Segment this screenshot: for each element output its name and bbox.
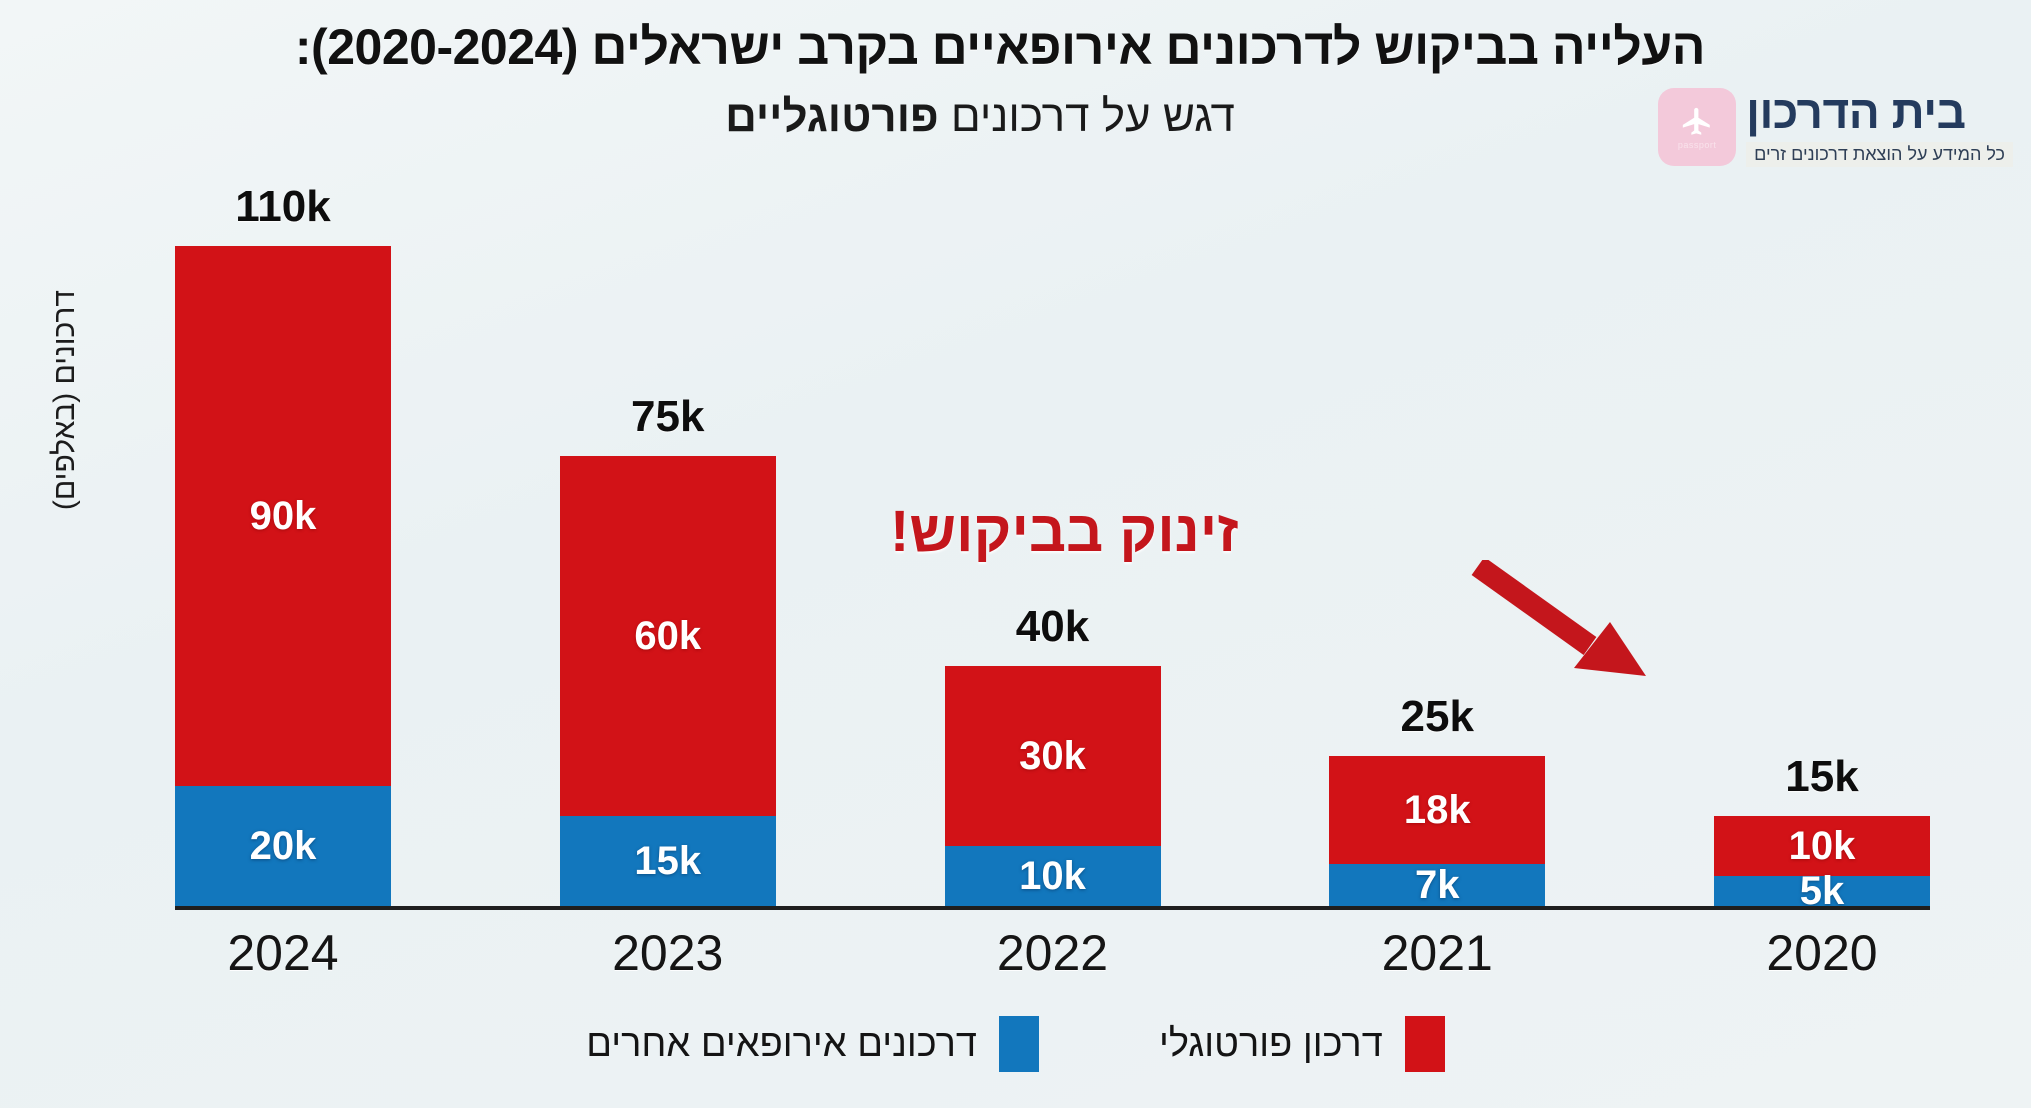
bar-stack: 60k 15k	[559, 456, 776, 906]
brand-logo[interactable]: passport בית הדרכון כל המידע על הוצאת דר…	[1658, 86, 2013, 168]
airplane-icon	[1682, 107, 1710, 135]
bar-segment-other-european[interactable]: 20k	[175, 786, 391, 906]
x-axis-label-2022: 2022	[996, 925, 1109, 981]
bar-segment-other-european[interactable]: 7k	[1329, 863, 1546, 907]
bar-segment-portuguese[interactable]: 60k	[559, 456, 776, 816]
plot-region: 15k 10k 5k 25k 18k 7k 40k 30k 10k 75k 60k 15k 110k 90…	[175, 182, 1930, 913]
x-axis-line	[175, 906, 1930, 910]
chart-area: דרכונים (באלפים) 15k 10k 5k 25k 18k 7k 40k 30k 1…	[0, 182, 2031, 990]
legend-item-other-european[interactable]: דרכונים אירופאים אחרים	[586, 1016, 1039, 1072]
x-axis-label-2023: 2023	[612, 925, 724, 981]
subtitle-strong: פורטוגליים	[725, 92, 939, 141]
bar-total-label: 15k	[1785, 752, 1859, 801]
page-title: העלייה בביקוש לדרכונים אירופאיים בקרב יש…	[294, 19, 1706, 75]
bar-total-label: 40k	[1015, 602, 1090, 651]
page-subtitle: דגש על דרכונים פורטוגליים	[0, 92, 1960, 142]
bar-2021[interactable]: 25k 18k 7k	[1329, 246, 1546, 907]
bar-2024[interactable]: 110k 90k 20k	[175, 182, 391, 906]
bar-segment-other-european[interactable]: 5k	[1714, 869, 1930, 913]
chart-legend: דרכון פורטוגלי דרכונים אירופאים אחרים	[0, 1016, 2031, 1072]
bar-total-label: 110k	[235, 182, 331, 231]
legend-swatch	[998, 1016, 1039, 1072]
legend-label: דרכון פורטוגלי	[1158, 1022, 1383, 1065]
x-axis-label-2021: 2021	[1381, 925, 1493, 981]
logo-name: בית הדרכון	[1746, 86, 1966, 138]
x-axis-label-2020: 2020	[1766, 925, 1878, 981]
bar-stack: 10k 5k	[1714, 816, 1930, 913]
logo-tagline: כל המידע על הוצאת דרכונים זרים	[1746, 142, 2013, 168]
x-axis-label-2024: 2024	[227, 925, 339, 981]
bar-segment-portuguese[interactable]: 30k	[944, 666, 1161, 846]
header: העלייה בביקוש לדרכונים אירופאיים בקרב יש…	[0, 0, 2031, 200]
legend-item-portuguese[interactable]: דרכון פורטוגלי	[1159, 1016, 1445, 1072]
logo-text-group: בית הדרכון כל המידע על הוצאת דרכונים זרי…	[1746, 86, 2013, 168]
bar-segment-other-european[interactable]: 15k	[559, 816, 776, 906]
logo-badge: passport	[1658, 88, 1737, 166]
bar-stack: 90k 20k	[175, 246, 391, 906]
x-axis-labels: 2020 2021 2022 2023 2024	[175, 924, 1930, 982]
legend-swatch	[1404, 1016, 1445, 1072]
bar-stack: 30k 10k	[944, 666, 1161, 906]
annotation-text: זינוק בביקוש!	[890, 499, 1239, 564]
bar-total-label: 25k	[1400, 692, 1474, 741]
y-axis-label: דרכונים (באלפים)	[48, 289, 81, 511]
logo-badge-subtext: passport	[1677, 139, 1717, 150]
bar-group: 15k 10k 5k 25k 18k 7k 40k 30k 10k 75k 60k 15k 110k 90…	[175, 182, 1930, 913]
subtitle-prefix: דגש על דרכונים	[938, 92, 1235, 141]
legend-label: דרכונים אירופאים אחרים	[586, 1022, 977, 1065]
bar-2023[interactable]: 75k 60k 15k	[559, 246, 776, 906]
bar-total-label: 75k	[631, 392, 705, 441]
bar-segment-portuguese[interactable]: 10k	[1714, 816, 1930, 876]
bar-2020[interactable]: 15k 10k 5k	[1714, 246, 1930, 913]
bar-segment-portuguese[interactable]: 18k	[1329, 756, 1546, 864]
bar-segment-other-european[interactable]: 10k	[944, 846, 1161, 906]
bar-segment-portuguese[interactable]: 90k	[175, 246, 391, 786]
bar-stack: 18k 7k	[1329, 756, 1546, 907]
bar-2022[interactable]: 40k 30k 10k	[944, 246, 1161, 906]
